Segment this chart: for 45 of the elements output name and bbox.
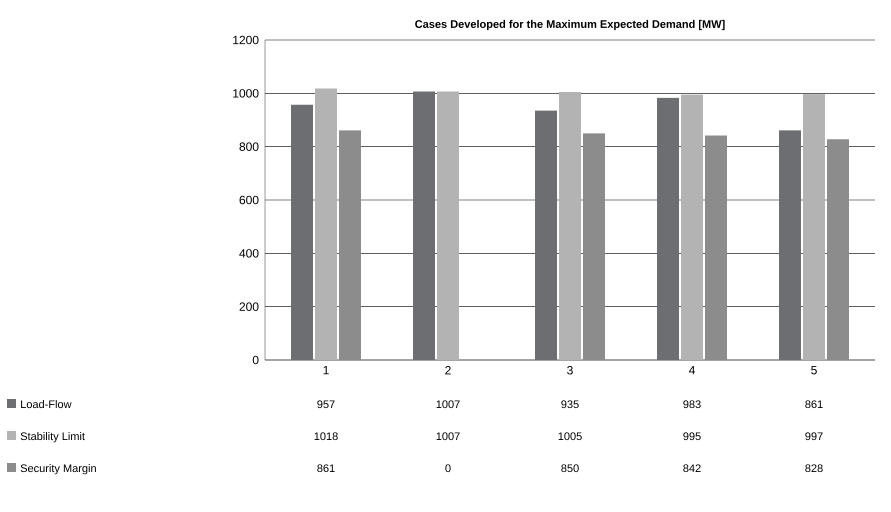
data-label: 997	[805, 432, 823, 440]
bar	[535, 110, 558, 360]
bar	[681, 94, 703, 360]
data-label: 828	[805, 464, 823, 472]
legend-label: Load-Flow	[21, 400, 72, 408]
bar	[779, 130, 802, 360]
bar	[704, 135, 727, 360]
bar	[559, 92, 581, 360]
y-tick-label: 1000	[233, 89, 259, 98]
y-tick-label: 400	[239, 249, 259, 258]
x-tick-label: 3	[567, 366, 573, 374]
data-label: 1007	[436, 432, 460, 440]
x-tick-label: 4	[688, 366, 695, 374]
data-label: 995	[683, 432, 701, 440]
y-tick-label: 0	[252, 356, 259, 364]
legend-label: Security Margin	[20, 464, 96, 474]
data-label: 861	[805, 400, 823, 408]
y-tick-label: 600	[240, 196, 259, 204]
data-label: 1005	[558, 432, 582, 440]
bar	[315, 88, 337, 360]
x-tick-label: 1	[324, 366, 329, 374]
bar	[826, 139, 849, 360]
data-label: 983	[683, 400, 701, 408]
data-label: 935	[561, 400, 579, 408]
bar	[338, 130, 361, 360]
bar	[582, 133, 605, 360]
data-label: 0	[445, 464, 451, 472]
data-label: 842	[683, 464, 701, 472]
bar	[803, 94, 826, 360]
data-label: 1007	[436, 400, 460, 408]
x-tick-label: 2	[445, 366, 451, 374]
bar	[413, 91, 436, 360]
legend-label: Stability Limit	[20, 432, 85, 442]
data-label: 1018	[314, 432, 338, 440]
y-tick-label: 200	[240, 302, 259, 311]
y-tick-label: 1200	[233, 36, 259, 44]
data-label: 861	[317, 464, 335, 472]
y-tick-label: 800	[240, 142, 259, 151]
chart-title: Cases Developed for the Maximum Expected Demand [MW]	[415, 20, 725, 30]
bar	[291, 104, 314, 360]
data-label: 957	[317, 400, 335, 408]
data-label: 850	[561, 464, 579, 472]
bar	[657, 98, 680, 360]
bar	[437, 91, 459, 360]
x-tick-label: 5	[811, 366, 817, 374]
